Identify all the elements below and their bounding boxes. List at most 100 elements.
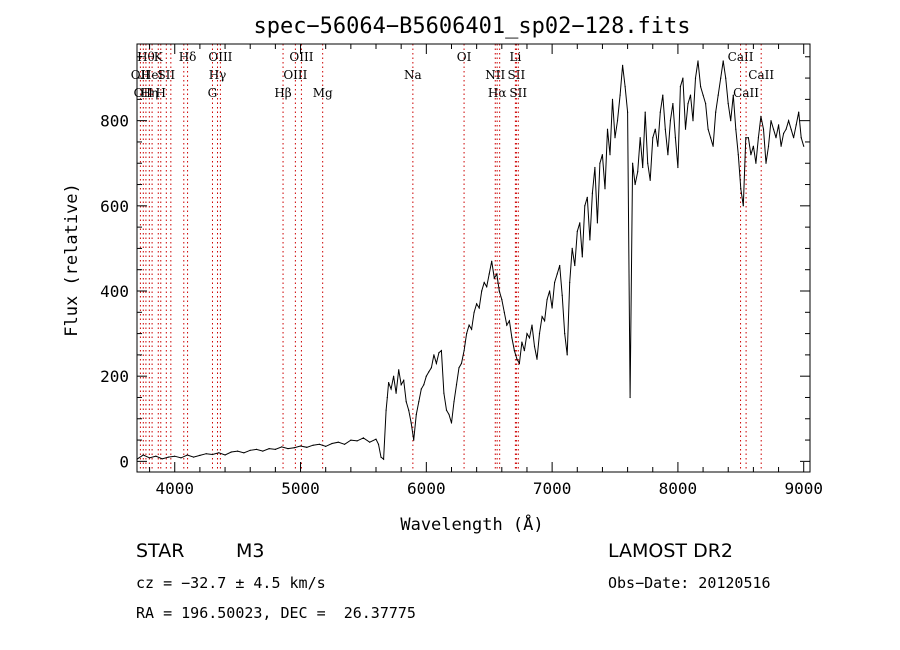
flux-data-point	[463, 350, 465, 352]
flux-data-point	[606, 128, 609, 130]
flux-data-point	[205, 453, 207, 455]
flux-data-point	[516, 358, 518, 360]
flux-data-point	[306, 446, 308, 448]
flux-data-point	[508, 320, 510, 322]
flux-data-point	[393, 375, 395, 377]
flux-data-point	[770, 120, 772, 122]
flux-data-point	[460, 362, 463, 364]
survey-name: LAMOST DR2	[608, 540, 733, 562]
flux-data-point	[488, 273, 490, 275]
flux-data-point	[237, 450, 239, 452]
flux-data-point	[448, 413, 450, 416]
flux-data-point	[730, 120, 732, 122]
flux-data-point	[662, 94, 664, 96]
line-marker-label: Hα	[488, 86, 507, 100]
flux-data-point	[778, 124, 780, 126]
flux-data-point	[702, 94, 704, 96]
flux-data-point	[443, 392, 445, 394]
flux-data-point	[518, 362, 521, 364]
flux-data-point	[523, 350, 526, 352]
line-marker-label: SII	[509, 86, 527, 100]
flux-data-point	[481, 290, 483, 292]
flux-data-point	[521, 341, 523, 343]
flux-data-point	[167, 456, 169, 458]
flux-data-point	[740, 188, 742, 190]
x-tick-label: 7000	[533, 479, 572, 498]
flux-data-point	[511, 337, 513, 339]
flux-data-point	[561, 294, 563, 296]
line-marker-label: SII	[157, 68, 175, 82]
flux-data-point	[468, 324, 470, 326]
flux-data-point	[745, 137, 747, 139]
x-tick-label: 5000	[281, 479, 320, 498]
flux-data-point	[281, 446, 283, 448]
flux-data-point	[478, 307, 480, 309]
flux-data-point	[405, 401, 407, 403]
flux-data-point	[554, 281, 556, 284]
flux-data-point	[483, 281, 485, 284]
flux-data-point	[375, 438, 377, 440]
line-marker-label: CaII	[748, 68, 774, 82]
flux-data-point	[679, 86, 682, 88]
flux-data-point	[790, 128, 792, 130]
flux-data-point	[788, 120, 790, 122]
flux-data-point	[762, 128, 765, 130]
flux-data-point	[559, 264, 561, 267]
x-tick-label: 9000	[784, 479, 823, 498]
flux-data-point	[772, 128, 775, 130]
flux-data-point	[312, 444, 314, 446]
flux-data-point	[186, 454, 188, 456]
flux-data-point	[639, 137, 641, 139]
flux-data-point	[496, 273, 498, 275]
flux-data-point	[268, 448, 270, 450]
flux-data-point	[652, 137, 654, 139]
flux-data-point	[566, 354, 568, 356]
flux-data-point	[390, 388, 392, 390]
flux-data-point	[435, 362, 437, 364]
flux-data-point	[546, 298, 548, 301]
flux-data-point	[584, 205, 586, 207]
flux-data-point	[576, 230, 578, 232]
flux-data-point	[331, 442, 333, 445]
flux-data-point	[611, 98, 614, 100]
flux-data-point	[571, 247, 573, 249]
line-marker-label: OIII	[208, 50, 232, 64]
flux-data-point	[344, 443, 346, 445]
flux-data-point	[737, 154, 739, 156]
line-marker-label: CaII	[733, 86, 759, 100]
flux-data-point	[647, 162, 649, 164]
flux-data-point	[493, 277, 495, 279]
flux-data-point	[544, 320, 546, 322]
flux-data-point	[356, 440, 358, 442]
flux-data-point	[684, 128, 687, 130]
flux-data-point	[423, 384, 425, 386]
line-marker-label: Mg	[313, 86, 333, 100]
flux-data-point	[155, 455, 157, 457]
flux-data-point	[669, 120, 672, 122]
flux-data-point	[586, 196, 588, 198]
flux-data-point	[642, 166, 644, 169]
flux-data-point	[750, 154, 752, 156]
flux-data-point	[682, 77, 684, 79]
flux-data-point	[601, 154, 604, 156]
flux-data-point	[149, 457, 151, 459]
line-marker-label: OII	[134, 86, 154, 100]
flux-data-point	[629, 396, 631, 399]
flux-data-point	[455, 384, 458, 386]
flux-data-point	[732, 94, 734, 96]
flux-data-point	[720, 77, 722, 79]
flux-data-point	[415, 413, 417, 416]
flux-data-point	[362, 437, 364, 439]
line-marker-label: Hγ	[209, 68, 227, 82]
flux-data-point	[622, 64, 624, 66]
flux-data-point	[408, 409, 410, 411]
flux-data-point	[667, 154, 669, 156]
flux-data-point	[692, 120, 694, 122]
flux-data-point	[775, 137, 777, 139]
flux-data-point	[249, 449, 251, 451]
flux-data-point	[287, 448, 289, 450]
flux-data-point	[395, 392, 397, 394]
flux-data-point	[624, 86, 626, 88]
flux-data-point	[425, 375, 427, 377]
